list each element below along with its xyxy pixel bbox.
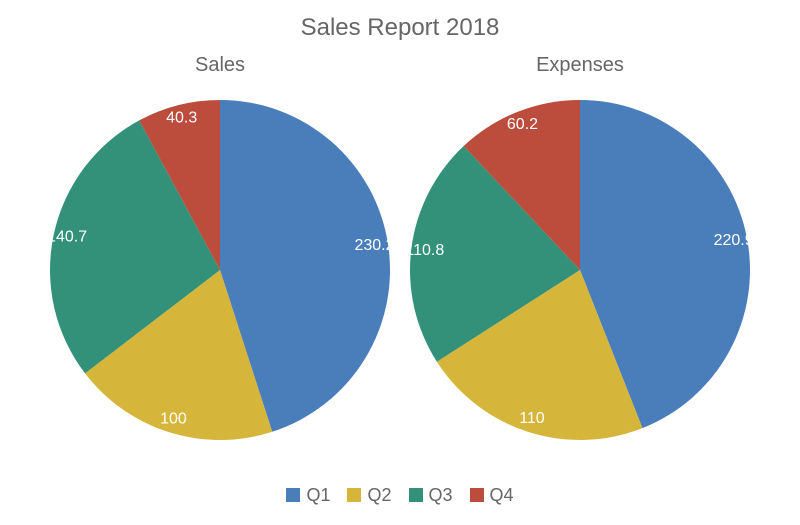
- pie-expenses: 220.9 110 110.8 60.2: [400, 90, 760, 450]
- legend-swatch-q3: [409, 488, 423, 502]
- chart-container: Sales Report 2018 Sales Expenses 230.2 10…: [0, 0, 800, 525]
- legend-swatch-q2: [347, 488, 361, 502]
- pie-label-q1: 230.2: [354, 237, 394, 254]
- pie-expenses-wrap: 220.9 110 110.8 60.2: [400, 90, 760, 450]
- pie-label-q4: 60.2: [507, 116, 538, 133]
- legend-item-q2: Q2: [347, 485, 391, 506]
- legend-item-q3: Q3: [409, 485, 453, 506]
- pie-label-q3: 110.8: [405, 242, 444, 259]
- pie-label-q2: 110: [519, 410, 545, 427]
- legend-swatch-q4: [470, 488, 484, 502]
- legend: Q1 Q2 Q3 Q4: [0, 485, 800, 508]
- legend-label-q1: Q1: [306, 485, 330, 506]
- legend-label-q4: Q4: [490, 485, 514, 506]
- legend-item-q1: Q1: [286, 485, 330, 506]
- pie-label-q4: 40.3: [166, 110, 197, 127]
- subtitle-expenses: Expenses: [400, 54, 760, 77]
- pie-sales-wrap: 230.2 100 140.7 40.3: [40, 90, 400, 450]
- main-title: Sales Report 2018: [0, 14, 800, 42]
- legend-swatch-q1: [286, 488, 300, 502]
- legend-label-q3: Q3: [429, 485, 453, 506]
- pie-sales: 230.2 100 140.7 40.3: [40, 90, 400, 450]
- pie-label-q2: 100: [160, 411, 187, 428]
- subtitle-sales: Sales: [40, 54, 400, 77]
- pie-label-q3: 140.7: [47, 228, 87, 245]
- legend-label-q2: Q2: [367, 485, 391, 506]
- legend-item-q4: Q4: [470, 485, 514, 506]
- pie-label-q1: 220.9: [714, 232, 754, 249]
